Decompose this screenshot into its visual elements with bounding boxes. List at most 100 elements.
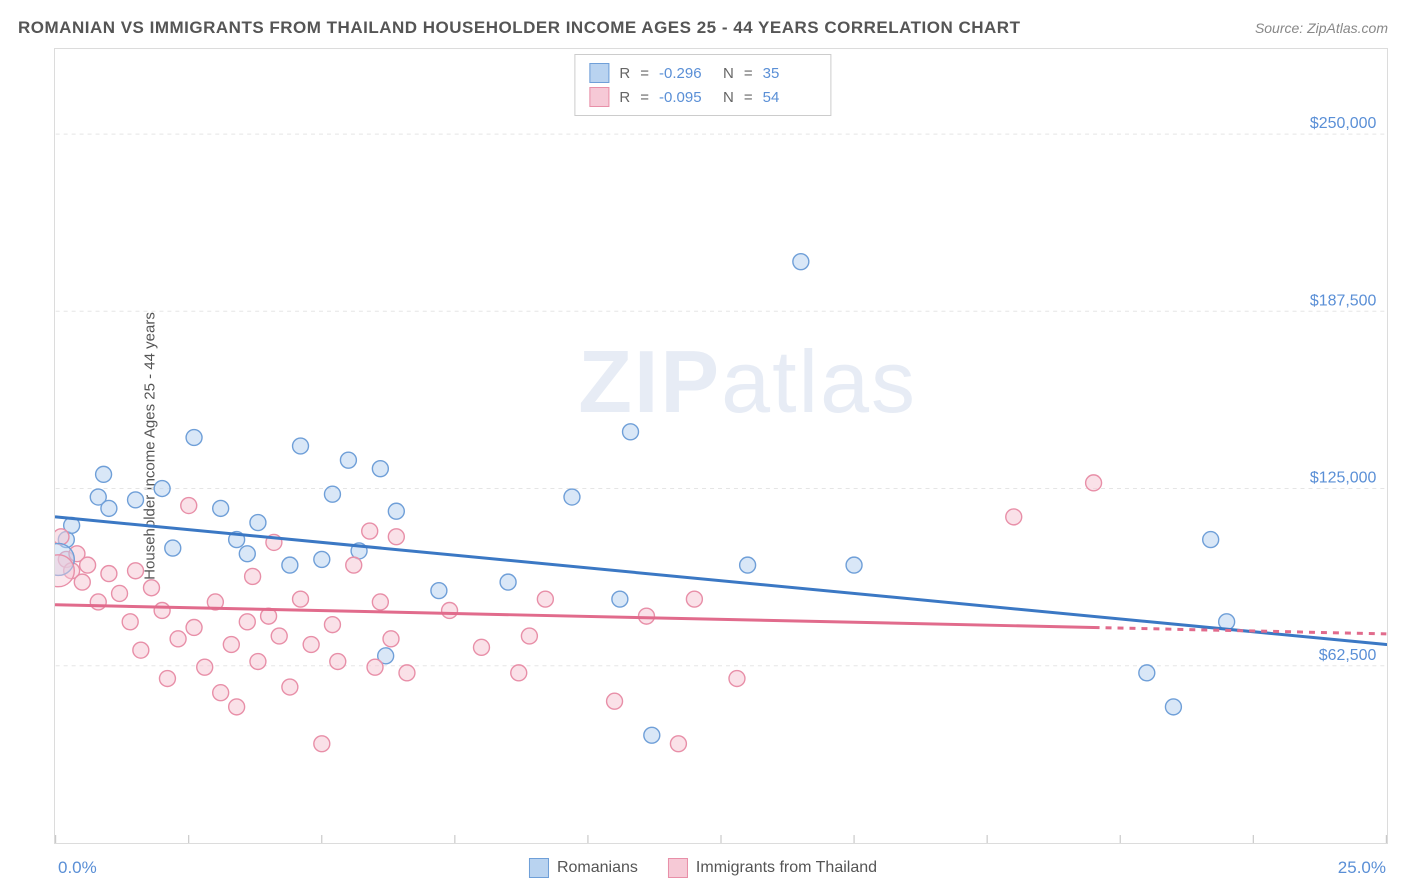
data-point [324,486,340,502]
data-point [383,631,399,647]
data-point [144,580,160,596]
data-point [303,637,319,653]
legend-label: Immigrants from Thailand [696,859,877,877]
data-point [686,591,702,607]
data-point [1203,532,1219,548]
stat-n-label: N [723,65,734,82]
data-point [181,498,197,514]
data-point [133,642,149,658]
y-tick-label: $187,500 [1310,292,1377,309]
data-point [521,628,537,644]
data-point [388,503,404,519]
data-point [474,639,490,655]
chart-title: ROMANIAN VS IMMIGRANTS FROM THAILAND HOU… [18,18,1020,38]
stat-n-label: N [723,89,734,106]
data-point [159,671,175,687]
data-point [431,583,447,599]
y-tick-label: $62,500 [1319,647,1377,664]
data-point [186,620,202,636]
data-point [90,594,106,610]
data-point [112,585,128,601]
data-point [564,489,580,505]
data-point [128,563,144,579]
data-point [186,430,202,446]
data-point [197,659,213,675]
data-point [330,654,346,670]
chart-area: $62,500$125,000$187,500$250,000 ZIPatlas [54,48,1388,844]
data-point [1165,699,1181,715]
legend-swatch [589,87,609,107]
data-point [346,557,362,573]
data-point [122,614,138,630]
y-tick-label: $125,000 [1310,470,1377,487]
data-point [846,557,862,573]
stat-n-value: 35 [763,65,817,82]
data-point [74,574,90,590]
data-point [101,566,117,582]
data-point [213,500,229,516]
stat-eq: = [640,65,649,82]
data-point [388,529,404,545]
stat-eq: = [744,89,753,106]
data-point [537,591,553,607]
data-point [511,665,527,681]
data-point [399,665,415,681]
data-point [223,637,239,653]
data-point [612,591,628,607]
data-point [324,617,340,633]
stat-eq: = [640,89,649,106]
data-point [293,438,309,454]
data-point [740,557,756,573]
legend-item: Romanians [529,858,638,878]
data-point [372,461,388,477]
stat-r-label: R [619,89,630,106]
data-point [55,529,69,545]
stats-legend-box: R=-0.296N=35R=-0.095N=54 [574,54,831,116]
legend-swatch [529,858,549,878]
data-point [213,685,229,701]
legend-swatch [589,63,609,83]
stat-r-value: -0.095 [659,89,713,106]
data-point [154,481,170,497]
stats-row: R = -0.296 N = 35 [589,61,816,85]
data-point [250,654,266,670]
chart-source: Source: ZipAtlas.com [1255,20,1388,36]
x-axis-min-label: 0.0% [58,858,97,878]
data-point [442,602,458,618]
data-point [282,557,298,573]
data-point [245,568,261,584]
data-point [154,602,170,618]
data-point [500,574,516,590]
data-point [1139,665,1155,681]
data-point [271,628,287,644]
data-point [607,693,623,709]
data-point [239,546,255,562]
trend-line-dashed [1094,627,1387,633]
data-point [293,591,309,607]
data-point [793,254,809,270]
stat-r-value: -0.296 [659,65,713,82]
data-point [128,492,144,508]
data-point [96,466,112,482]
legend-item: Immigrants from Thailand [668,858,877,878]
data-point [170,631,186,647]
stats-row: R=-0.095N=54 [589,85,816,109]
data-point [644,727,660,743]
data-point [101,500,117,516]
trend-line [56,605,1094,628]
data-point [314,736,330,752]
data-point [80,557,96,573]
data-point [314,551,330,567]
data-point [340,452,356,468]
stat-eq: = [744,65,753,82]
data-point [250,515,266,531]
data-point [372,594,388,610]
data-point [1006,509,1022,525]
stat-r-label: R [619,65,630,82]
data-point [670,736,686,752]
data-point [282,679,298,695]
data-point [229,699,245,715]
legend-swatch [668,858,688,878]
data-point [362,523,378,539]
scatter-plot-svg: $62,500$125,000$187,500$250,000 [55,49,1387,843]
